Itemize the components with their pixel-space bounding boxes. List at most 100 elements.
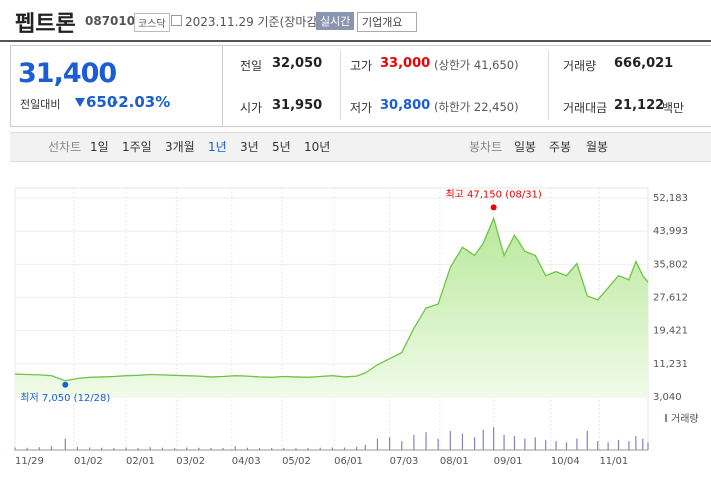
volume-bar — [388, 437, 391, 450]
header — [0, 0, 711, 42]
high-marker — [490, 204, 497, 211]
volume-bar — [449, 431, 451, 450]
volume-bar — [271, 447, 273, 450]
volume-bar — [401, 441, 403, 450]
stat-value: 30,800 — [380, 98, 431, 113]
volume-bar — [461, 433, 464, 450]
stat-label: 저가 — [350, 101, 373, 115]
candle-tab[interactable]: 월봉 — [586, 140, 609, 154]
volume-bar — [642, 438, 644, 450]
stat-value: 666,021 — [614, 56, 674, 71]
x-tick-label: 11/01 — [599, 456, 628, 467]
volume-bar — [149, 447, 151, 450]
stock-name: 펩트론 — [15, 12, 76, 37]
volume-bar — [364, 444, 366, 450]
volume-bar — [576, 438, 578, 450]
volume-bar — [222, 448, 224, 450]
tab-label: 선차트 — [48, 140, 82, 154]
realtime-button[interactable]: 실시간 — [316, 12, 355, 30]
tab-bar — [10, 132, 711, 162]
volume-bar — [597, 441, 599, 450]
range-tab[interactable]: 10년 — [304, 140, 331, 154]
volume-bar — [473, 437, 476, 450]
y-tick-label: 43,993 — [653, 226, 688, 237]
volume-bar — [38, 447, 40, 450]
volume-bar — [413, 434, 415, 450]
high-label: 최고 47,150 (08/31) — [445, 188, 541, 200]
x-tick-label: 10/04 — [551, 456, 580, 467]
volume-bar — [88, 447, 91, 450]
volume-bar — [343, 447, 346, 450]
y-tick-label: 3,040 — [653, 392, 682, 403]
volume-bar — [524, 438, 526, 450]
volume-bar — [76, 446, 79, 450]
x-tick-label: 06/01 — [334, 456, 363, 467]
stat-value: 31,950 — [272, 98, 323, 113]
chart: 52,183 43,993 35,802 27,612 19,421 11,231 3,04… — [14, 187, 699, 467]
low-marker — [62, 381, 69, 388]
candle-tab[interactable]: 일봉 — [514, 140, 537, 154]
volume-bar — [545, 439, 547, 450]
price-line — [14, 216, 649, 382]
range-tab[interactable]: 1주일 — [122, 140, 152, 154]
y-tick-label: 35,802 — [653, 259, 688, 270]
volume-bar — [113, 448, 115, 450]
volume-bar — [376, 438, 379, 450]
calendar-icon — [171, 15, 182, 26]
area-fill — [15, 218, 648, 397]
volume-bar — [437, 438, 439, 450]
change: 650 — [86, 93, 118, 111]
volume-bar — [425, 432, 427, 450]
volume-bar — [635, 436, 637, 450]
volume-bar — [26, 447, 28, 450]
separator — [548, 50, 549, 120]
x-tick-label: 04/03 — [232, 456, 261, 467]
candle-tab[interactable]: 주봉 — [549, 140, 572, 154]
range-tab[interactable]: 1일 — [90, 140, 109, 154]
stat-label: 거래량 — [563, 59, 597, 73]
y-tick-label: 11,231 — [653, 359, 688, 370]
y-tick-label: 52,183 — [653, 193, 688, 204]
volume-bar — [493, 427, 495, 450]
range-tab[interactable]: 3개월 — [165, 140, 195, 154]
x-tick-label: 08/01 — [440, 456, 469, 467]
volume-bar — [331, 447, 333, 450]
company-button[interactable]: 기업개요 — [357, 12, 418, 32]
volume-bar — [198, 447, 200, 450]
volume-bar — [258, 448, 261, 450]
x-tick-label: 11/29 — [15, 456, 44, 467]
volume-bar — [482, 429, 484, 450]
volume-icon — [665, 414, 667, 422]
range-tab[interactable]: 5년 — [272, 140, 291, 154]
tab-label: 봉차트 — [469, 140, 503, 154]
separator — [340, 50, 341, 120]
down-arrow — [75, 98, 85, 107]
volume-bar — [246, 447, 248, 450]
range-tab[interactable]: 3년 — [240, 140, 259, 154]
stat-label: 고가 — [350, 59, 373, 73]
volume-label: 거래량 — [671, 413, 699, 425]
volume-bar — [173, 448, 176, 450]
volume-bar — [513, 436, 516, 450]
date: 2023.11.29 기준(장마감) — [185, 15, 323, 29]
range-tab[interactable]: 1년 — [208, 140, 227, 154]
market-badge: 코스닥 — [134, 13, 170, 32]
low-label: 최저 7,050 (12/28) — [20, 392, 110, 404]
volume-bar — [125, 447, 127, 450]
stat-value: 33,000 — [380, 56, 431, 71]
change-label: 전일대비 — [20, 98, 61, 111]
stat-label: 전일 — [240, 59, 263, 73]
volume-bar — [234, 446, 236, 450]
x-tick-label: 01/02 — [74, 456, 103, 467]
volume-bar — [628, 441, 630, 450]
stat-sub: (하한가 22,450) — [434, 100, 519, 114]
stats-box — [222, 45, 711, 127]
volume-bar — [50, 446, 53, 450]
volume-bar — [161, 447, 164, 450]
volume-bar — [647, 442, 649, 450]
volume-bar — [565, 442, 568, 450]
stat-label: 거래대금 — [563, 101, 608, 115]
volume-bar — [534, 437, 536, 450]
stat-value: 32,050 — [272, 56, 323, 71]
